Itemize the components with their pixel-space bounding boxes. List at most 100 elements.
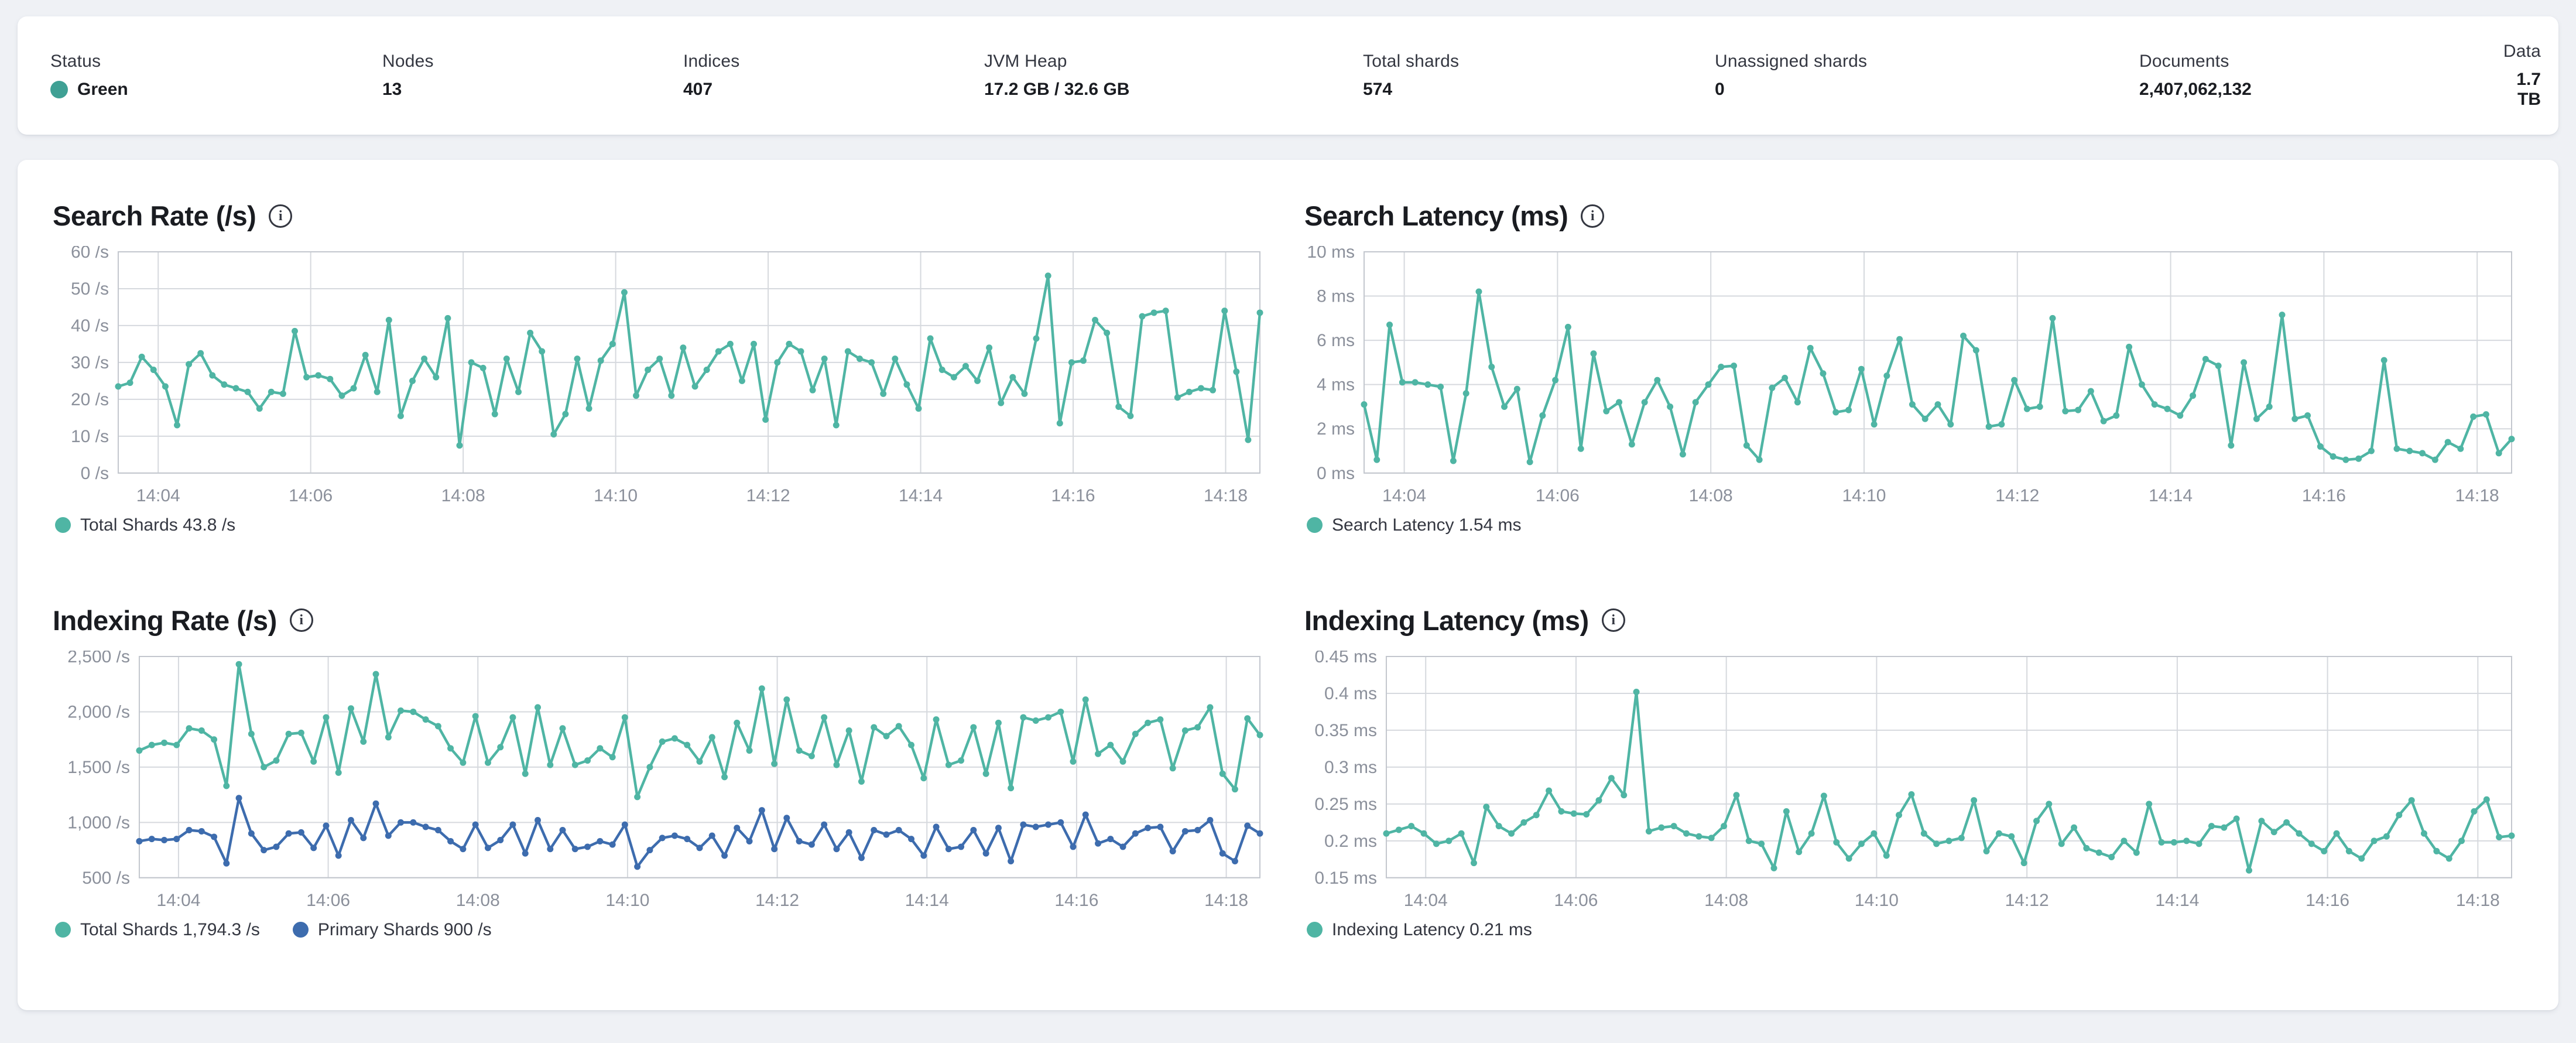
legend-dot-icon (1307, 517, 1323, 534)
chart-title: Indexing Rate (/s) (53, 604, 277, 636)
svg-text:2,500 /s: 2,500 /s (67, 651, 130, 666)
svg-text:14:08: 14:08 (456, 891, 500, 910)
legend-dot-icon (292, 922, 309, 938)
search-latency-chart-block: Search Latency (ms) i 0 ms 2 ms 4 ms 6 ms 8 … (1304, 200, 2523, 535)
chart-legend: Indexing Latency 0.21 ms (1304, 920, 2523, 940)
svg-text:14:18: 14:18 (1204, 891, 1248, 910)
search-latency-chart[interactable]: 0 ms 2 ms 4 ms 6 ms 8 ms 10 ms 14:04 14:06 14:08… (1304, 246, 2523, 507)
chart-title: Indexing Latency (ms) (1304, 604, 1589, 636)
legend-dot-icon (1307, 922, 1323, 938)
stat-value: 0 (1715, 80, 1725, 99)
stat-label: Nodes (382, 52, 434, 71)
legend-item[interactable]: Search Latency 1.54 ms (1307, 515, 1522, 535)
legend-item[interactable]: Total Shards 43.8 /s (55, 515, 235, 535)
svg-text:4 ms: 4 ms (1317, 375, 1355, 395)
legend-item[interactable]: Indexing Latency 0.21 ms (1307, 920, 1532, 940)
info-icon[interactable]: i (289, 608, 313, 632)
info-icon[interactable]: i (269, 204, 293, 228)
svg-text:50 /s: 50 /s (71, 279, 109, 299)
svg-text:14:06: 14:06 (289, 486, 333, 505)
svg-text:0.45 ms: 0.45 ms (1314, 651, 1377, 666)
legend-item[interactable]: Total Shards 1,794.3 /s (55, 920, 260, 940)
legend-dot-icon (55, 517, 71, 534)
search-rate-chart[interactable]: 0 /s 10 /s 20 /s 30 /s 40 /s 50 /s 60 /s 14:04 1… (53, 246, 1272, 507)
svg-text:14:04: 14:04 (156, 891, 200, 910)
stat-label: JVM Heap (984, 52, 1067, 71)
svg-text:14:10: 14:10 (605, 891, 649, 910)
chart-title: Search Rate (/s) (53, 200, 256, 231)
chart-header: Search Latency (ms) i (1304, 200, 2523, 232)
svg-text:14:12: 14:12 (755, 891, 799, 910)
chart-header: Indexing Rate (/s) i (53, 604, 1272, 637)
svg-text:10 /s: 10 /s (71, 427, 109, 446)
svg-text:14:14: 14:14 (2155, 891, 2199, 910)
stat-indices: Indices 407 (683, 52, 984, 100)
svg-text:14:14: 14:14 (905, 891, 949, 910)
svg-text:14:04: 14:04 (1404, 891, 1448, 910)
search-rate-chart-block: Search Rate (/s) i 0 /s 10 /s 20 /s 30 /s 40… (53, 200, 1272, 535)
stat-label: Status (50, 52, 101, 71)
stat-total-shards: Total shards 574 (1363, 52, 1715, 100)
stat-value: 574 (1363, 80, 1393, 99)
svg-text:14:16: 14:16 (1051, 486, 1095, 505)
legend-label: Indexing Latency 0.21 ms (1332, 919, 1532, 939)
indexing-latency-chart[interactable]: 0.15 ms 0.2 ms 0.25 ms 0.3 ms 0.35 ms 0.4 ms 0… (1304, 651, 2523, 912)
svg-text:20 /s: 20 /s (71, 390, 109, 409)
svg-text:500 /s: 500 /s (82, 868, 130, 888)
stat-value: 407 (683, 80, 713, 99)
svg-text:0.3 ms: 0.3 ms (1324, 758, 1377, 777)
svg-text:14:14: 14:14 (899, 486, 943, 505)
svg-text:8 ms: 8 ms (1317, 287, 1355, 306)
stat-label: Indices (683, 52, 740, 71)
svg-text:14:16: 14:16 (1054, 891, 1098, 910)
svg-text:1,000 /s: 1,000 /s (67, 813, 130, 832)
status-value: Green (77, 80, 128, 99)
chart-legend: Total Shards 1,794.3 /s Primary Shards 9… (53, 920, 1272, 940)
svg-text:14:10: 14:10 (594, 486, 638, 505)
legend-label: Total Shards 43.8 /s (80, 515, 236, 535)
chart-header: Indexing Latency (ms) i (1304, 604, 2523, 637)
legend-label: Primary Shards 900 /s (317, 919, 492, 939)
svg-text:60 /s: 60 /s (71, 246, 109, 262)
svg-text:14:06: 14:06 (1536, 486, 1580, 505)
svg-text:14:04: 14:04 (136, 486, 180, 505)
svg-text:14:08: 14:08 (1704, 891, 1748, 910)
stat-label: Unassigned shards (1715, 52, 1868, 71)
chart-legend: Search Latency 1.54 ms (1304, 515, 2523, 535)
svg-text:1,500 /s: 1,500 /s (67, 758, 130, 777)
cluster-overview-page: Status Green Nodes 13 Indices 407 JVM He… (18, 16, 2558, 1010)
stat-documents: Documents 2,407,062,132 (2139, 52, 2500, 100)
svg-text:30 /s: 30 /s (71, 353, 109, 372)
status-value-row: Green (50, 80, 382, 100)
info-icon[interactable]: i (1601, 608, 1625, 632)
chart-legend: Total Shards 43.8 /s (53, 515, 1272, 535)
svg-text:2,000 /s: 2,000 /s (67, 702, 130, 721)
legend-item[interactable]: Primary Shards 900 /s (292, 919, 492, 940)
svg-text:14:08: 14:08 (441, 486, 485, 505)
stat-unassigned-shards: Unassigned shards 0 (1715, 52, 2139, 100)
svg-text:14:18: 14:18 (2456, 891, 2500, 910)
charts-grid: Search Rate (/s) i 0 /s 10 /s 20 /s 30 /s 40… (53, 200, 2523, 940)
cluster-status-bar: Status Green Nodes 13 Indices 407 JVM He… (18, 16, 2558, 135)
svg-text:14:10: 14:10 (1842, 486, 1886, 505)
svg-text:0.15 ms: 0.15 ms (1314, 868, 1377, 888)
svg-text:0.4 ms: 0.4 ms (1324, 684, 1377, 703)
stat-status: Status Green (50, 52, 382, 100)
legend-dot-icon (55, 922, 71, 938)
legend-label: Search Latency 1.54 ms (1332, 515, 1522, 535)
stat-value: 17.2 GB / 32.6 GB (984, 80, 1130, 99)
svg-text:14:16: 14:16 (2306, 891, 2349, 910)
stat-data-size: Data 1.7 TB (2500, 42, 2541, 110)
legend-label: Total Shards 1,794.3 /s (80, 919, 260, 939)
indexing-latency-chart-block: Indexing Latency (ms) i 0.15 ms 0.2 ms 0.2… (1304, 604, 2523, 940)
info-icon[interactable]: i (1581, 204, 1605, 228)
svg-text:0.35 ms: 0.35 ms (1314, 721, 1377, 740)
svg-text:14:12: 14:12 (746, 486, 790, 505)
chart-header: Search Rate (/s) i (53, 200, 1272, 232)
svg-text:14:14: 14:14 (2149, 486, 2193, 505)
stat-label: Data (2503, 42, 2541, 61)
svg-text:14:18: 14:18 (2455, 486, 2499, 505)
svg-text:14:06: 14:06 (1554, 891, 1598, 910)
indexing-rate-chart[interactable]: 500 /s 1,000 /s 1,500 /s 2,000 /s 2,500 /s 14… (53, 651, 1272, 912)
stat-label: Documents (2139, 52, 2229, 71)
